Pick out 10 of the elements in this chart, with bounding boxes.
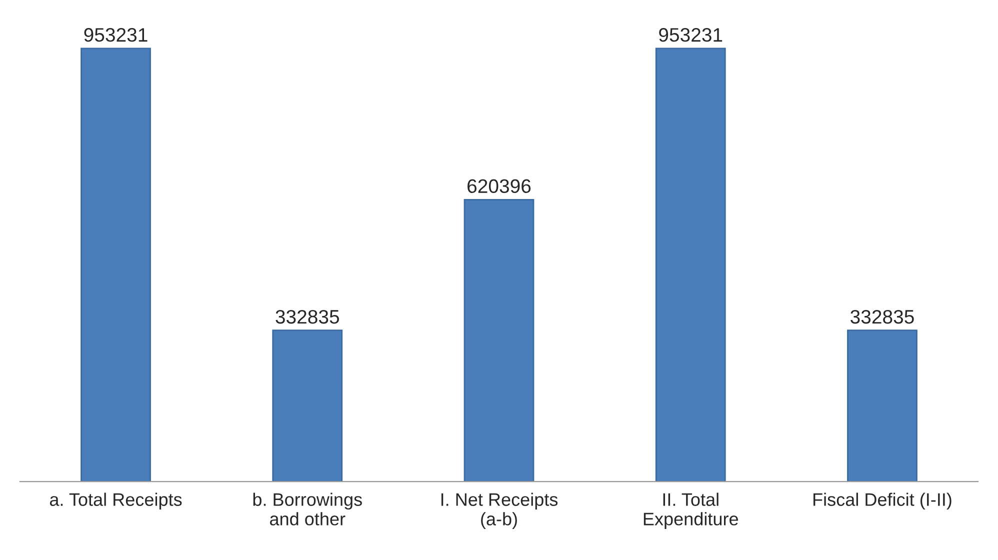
x-tick-label: b. Borrowings and other (253, 492, 362, 526)
data-label: 953231 (659, 28, 722, 42)
x-tick-label: I. Net Receipts (a-b) (441, 492, 558, 529)
data-label: 332835 (276, 310, 340, 324)
x-tick-label: II. Total Expenditure (644, 492, 738, 529)
data-label: 620396 (468, 179, 531, 194)
data-label: 332835 (850, 310, 914, 324)
x-tick-label: Fiscal Deficit (I-II) (814, 492, 952, 510)
data-label: 953231 (84, 28, 148, 42)
x-tick-label: a. Total Receipts (50, 492, 182, 510)
